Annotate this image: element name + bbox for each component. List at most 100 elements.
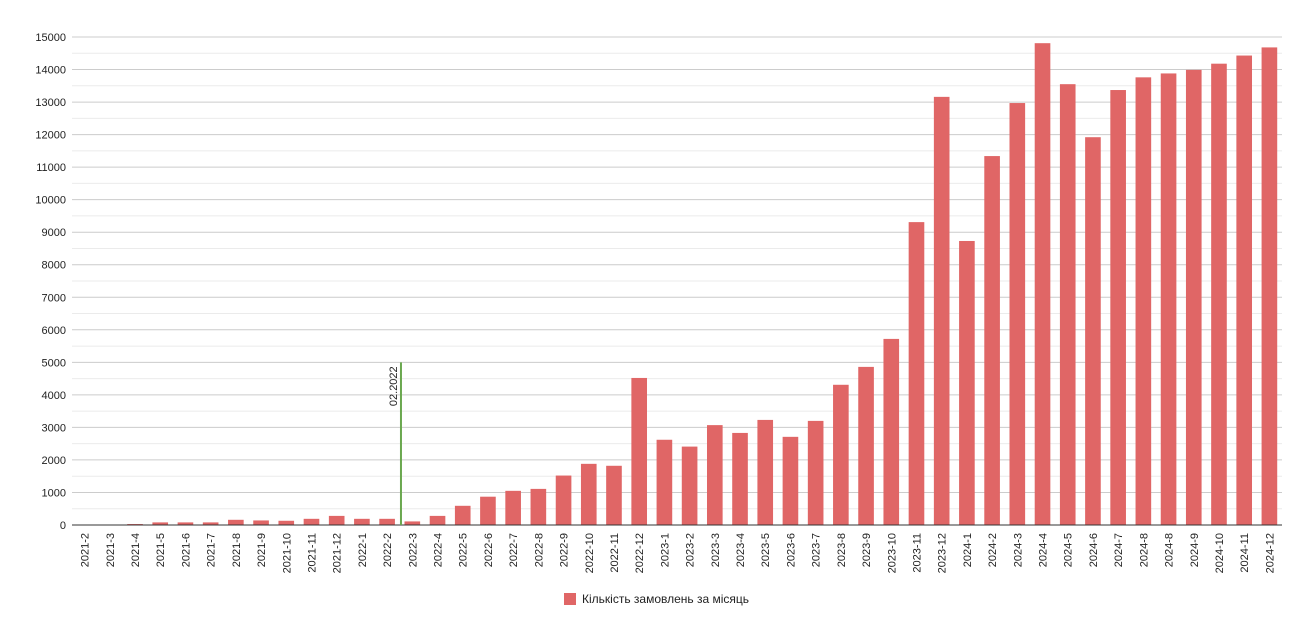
bar	[404, 521, 421, 525]
x-tick-label: 2021-9	[256, 533, 268, 567]
y-axis-ticks: 0 1000 2000 3000 4000 5000 6000 7000 8000 9000 100…	[35, 32, 66, 532]
x-tick-label: 2023-4	[735, 533, 747, 567]
x-tick-label: 2024-10	[1214, 533, 1226, 573]
y-tick-label: 15000	[35, 32, 66, 44]
y-tick-label: 4000	[42, 390, 66, 402]
bar	[480, 496, 496, 525]
annotation-group: 02.2022	[388, 362, 402, 525]
y-tick-label: 6000	[42, 325, 66, 337]
x-tick-label: 2021-4	[130, 533, 142, 567]
x-tick-label: 2023-3	[710, 533, 722, 567]
x-tick-label: 2022-6	[483, 533, 495, 567]
bar	[883, 338, 900, 525]
x-tick-label: 2021-10	[281, 533, 293, 573]
x-tick-label: 2024-12	[1264, 533, 1276, 573]
bar	[807, 420, 824, 525]
y-tick-label: 12000	[35, 130, 66, 142]
bar	[631, 377, 648, 525]
bar	[253, 520, 269, 525]
x-tick-label: 2024-3	[1012, 533, 1024, 567]
bar	[379, 518, 395, 525]
x-tick-label: 2024-8	[1164, 533, 1176, 567]
x-tick-label: 2024-9	[1189, 533, 1201, 567]
bar	[580, 463, 597, 525]
y-tick-label: 1000	[42, 487, 66, 499]
bar	[732, 432, 748, 525]
bar	[1110, 90, 1126, 526]
bar	[429, 515, 446, 525]
x-tick-label: 2024-1	[962, 533, 974, 567]
annotation-label: 02.2022	[388, 366, 400, 406]
bar	[1236, 55, 1253, 525]
bar	[1034, 43, 1051, 525]
bar	[1211, 63, 1227, 525]
bar	[908, 222, 925, 525]
legend-label: Кількість замовлень за місяць	[582, 592, 750, 606]
y-tick-label: 3000	[42, 422, 66, 434]
x-tick-label: 2023-6	[785, 533, 797, 567]
bar	[933, 96, 950, 526]
bar	[303, 518, 320, 525]
bar	[228, 519, 244, 525]
x-tick-label: 2023-1	[659, 533, 671, 567]
bar	[681, 446, 698, 525]
bar	[1160, 73, 1177, 526]
x-tick-label: 2021-6	[180, 533, 192, 567]
bar	[833, 384, 849, 525]
bar	[1185, 69, 1202, 525]
bar	[354, 518, 370, 525]
bar	[202, 522, 219, 525]
x-tick-label: 2024-5	[1063, 533, 1075, 567]
x-tick-label: 2023-5	[760, 533, 772, 567]
bar	[1085, 137, 1101, 525]
y-tick-label: 11000	[36, 162, 66, 174]
x-tick-label: 2023-8	[836, 533, 848, 567]
x-tick-label: 2022-2	[382, 533, 394, 567]
x-tick-label: 2021-8	[231, 533, 243, 567]
x-tick-label: 2022-1	[357, 533, 369, 567]
bar	[984, 156, 1000, 525]
x-tick-label: 2021-2	[80, 533, 92, 567]
x-tick-label: 2023-12	[937, 533, 949, 573]
x-tick-label: 2022-3	[407, 533, 419, 567]
x-tick-label: 2023-7	[811, 533, 823, 567]
x-tick-label: 2023-10	[886, 533, 898, 573]
x-tick-label: 2022-5	[458, 533, 470, 567]
bar	[1009, 103, 1026, 525]
x-tick-label: 2022-12	[634, 533, 646, 573]
x-tick-label: 2021-12	[332, 533, 344, 573]
x-tick-label: 2021-3	[105, 533, 117, 567]
bar	[1059, 84, 1076, 525]
x-tick-label: 2024-2	[987, 533, 999, 567]
x-tick-label: 2024-8	[1138, 533, 1150, 567]
x-tick-label: 2023-11	[911, 533, 923, 573]
x-tick-label: 2021-11	[306, 533, 318, 573]
bar	[278, 520, 295, 525]
y-tick-label: 2000	[42, 455, 66, 467]
y-tick-label: 13000	[35, 97, 66, 109]
bar	[1135, 77, 1152, 525]
x-tick-label: 2023-2	[685, 533, 697, 567]
x-tick-label: 2023-9	[861, 533, 873, 567]
y-tick-label: 5000	[42, 357, 66, 369]
y-tick-label: 8000	[42, 260, 66, 272]
x-tick-label: 2024-11	[1239, 533, 1251, 573]
bar	[606, 465, 622, 525]
bar	[782, 436, 799, 525]
y-tick-label: 14000	[35, 65, 66, 77]
bar	[177, 522, 194, 525]
bar	[454, 505, 471, 525]
bar	[505, 490, 521, 525]
bar	[757, 419, 774, 525]
y-tick-label: 9000	[42, 227, 66, 239]
y-tick-label: 10000	[35, 195, 66, 207]
x-tick-label: 2021-5	[155, 533, 167, 567]
y-tick-label: 0	[60, 520, 66, 532]
x-axis-ticks: 2021-2 2021-3 2021-4 2021-5 2021-6 2021-7 2021…	[80, 533, 1277, 573]
bar	[555, 475, 572, 525]
bar	[858, 366, 874, 525]
gridlines	[72, 36, 1282, 510]
bars	[76, 43, 1278, 526]
bar	[706, 425, 723, 525]
